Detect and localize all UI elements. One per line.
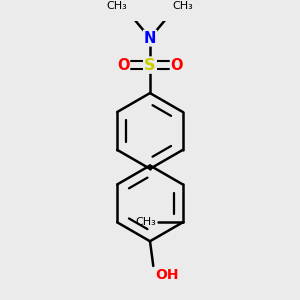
- Text: CH₃: CH₃: [136, 217, 157, 227]
- Text: N: N: [144, 31, 156, 46]
- Text: S: S: [144, 58, 156, 73]
- Text: O: O: [117, 58, 129, 73]
- Text: OH: OH: [155, 268, 178, 282]
- Text: CH₃: CH₃: [173, 1, 194, 11]
- Text: O: O: [171, 58, 183, 73]
- Text: CH₃: CH₃: [106, 1, 127, 11]
